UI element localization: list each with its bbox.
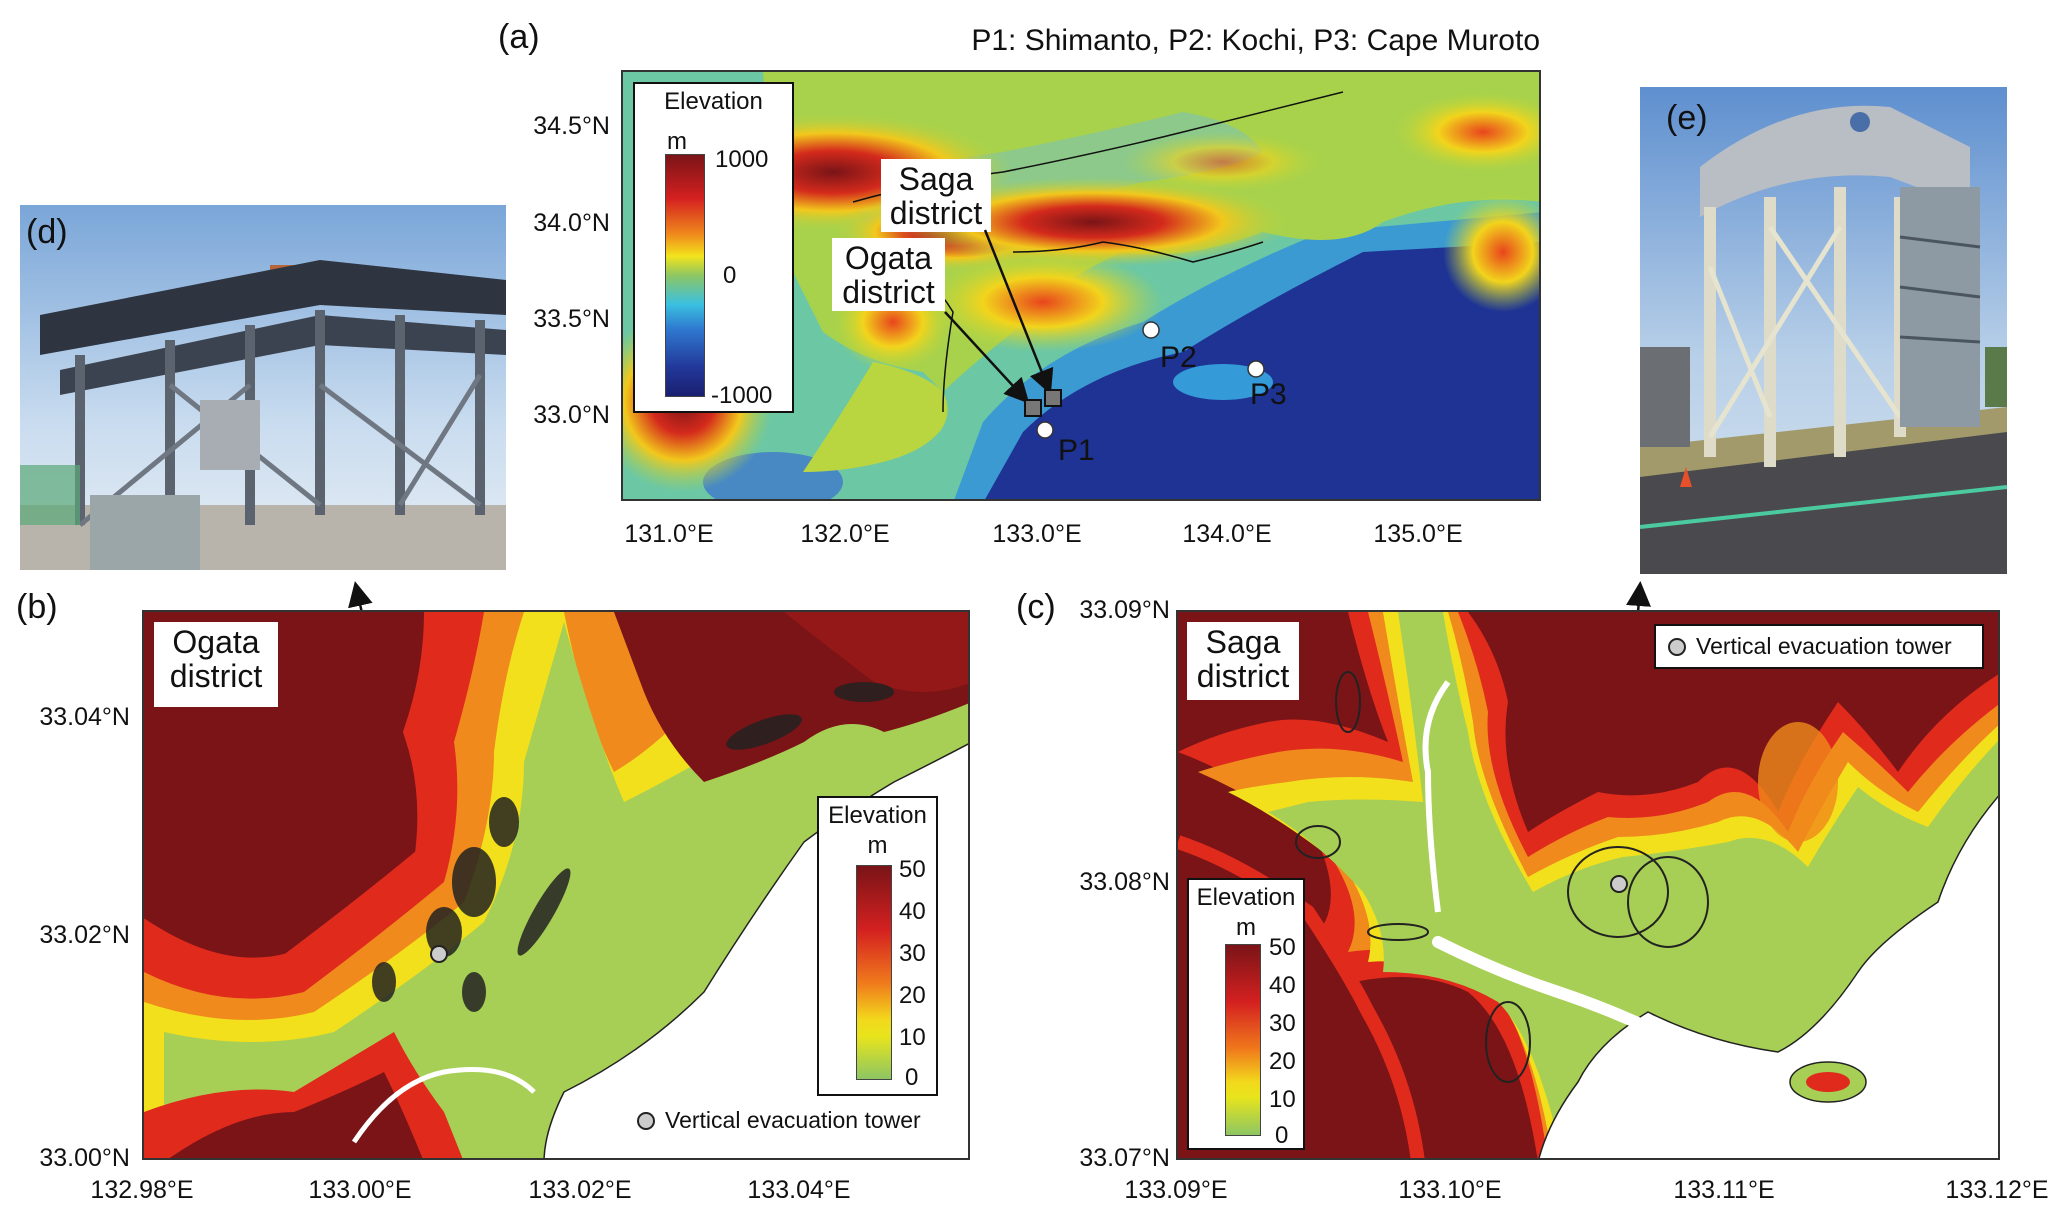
colorbar-tick: 40: [899, 898, 926, 925]
lon-tick: 133.12°E: [1945, 1176, 2049, 1204]
lat-tick: 33.0°N: [533, 401, 610, 429]
colorbar-tick: 40: [1269, 972, 1296, 999]
evacuation-tower-marker: [1610, 875, 1628, 893]
ogata-marker: [1024, 399, 1042, 417]
tower-legend: Vertical evacuation tower: [1654, 624, 1984, 669]
p1-label: P1: [1058, 434, 1095, 467]
legend-unit: m: [867, 832, 888, 859]
panel-c-label: (c): [1016, 588, 1056, 626]
colorbar-tick: 0: [905, 1064, 919, 1091]
colorbar-tick: 20: [1269, 1048, 1296, 1075]
ogata-district-label: Ogata district: [832, 238, 945, 311]
lon-tick: 133.10°E: [1398, 1176, 1502, 1204]
lon-tick: 133.00°E: [308, 1176, 412, 1204]
lon-tick: 133.11°E: [1673, 1176, 1775, 1204]
lat-tick: 33.5°N: [533, 305, 610, 333]
point-p1: [1036, 421, 1054, 439]
colorbar-tick: 10: [899, 1024, 926, 1051]
elevation-colorbar: [665, 154, 705, 397]
elevation-map: [1178, 612, 1998, 1158]
panel-b-label: (b): [16, 588, 58, 626]
colorbar-mid: 0: [723, 262, 737, 289]
lon-tick: 133.02°E: [528, 1176, 632, 1204]
tower-photo-illustration: [1640, 105, 2007, 574]
legend-title: Elevation: [664, 88, 763, 115]
elevation-legend: Elevation m 50 40 30 20 10 0: [1187, 878, 1305, 1150]
photo-ogata-tower: (d): [20, 205, 506, 570]
lon-tick: 132.0°E: [800, 520, 890, 548]
label-line: Saga: [898, 161, 974, 197]
map-ogata-district: Ogata district Elevation m 50 40 30 20 1…: [142, 610, 970, 1160]
colorbar-max: 1000: [715, 146, 769, 173]
elevation-colorbar: [856, 865, 892, 1080]
tower-legend-text: Vertical evacuation tower: [1696, 633, 1952, 659]
panel-a-label: (a): [498, 18, 540, 56]
point-p2: [1142, 321, 1160, 339]
lon-tick: 131.0°E: [624, 520, 714, 548]
saga-district-label: Saga district: [881, 159, 991, 232]
lat-tick: 33.02°N: [39, 921, 130, 949]
lat-tick: 34.0°N: [533, 209, 610, 237]
photo-saga-tower: (e): [1640, 87, 2007, 574]
label-line: district: [1196, 657, 1290, 694]
tower-legend: Vertical evacuation tower: [637, 1107, 921, 1134]
evacuation-tower-marker: [430, 945, 448, 963]
colorbar-tick: 30: [899, 940, 926, 967]
label-line: Saga: [1205, 624, 1281, 660]
p3-label: P3: [1250, 378, 1287, 411]
elevation-legend: Elevation m 1000 0 -1000: [633, 82, 794, 413]
lon-tick: 133.0°E: [992, 520, 1082, 548]
tower-legend-marker: [1668, 637, 1686, 656]
colorbar-tick: 20: [899, 982, 926, 1009]
lon-tick: 135.0°E: [1373, 520, 1463, 548]
map-saga-district: Saga district Vertical evacuation tower …: [1176, 610, 2000, 1160]
lat-tick: 33.08°N: [1079, 868, 1170, 896]
tower-photo-illustration: [20, 260, 506, 570]
legend-unit: m: [667, 128, 687, 155]
label-line: Ogata: [172, 624, 260, 660]
ogata-district-title: Ogata district: [154, 622, 278, 707]
legend-title: Elevation: [1196, 884, 1296, 911]
elevation-legend: Elevation m 50 40 30 20 10 0: [817, 796, 938, 1096]
lat-tick: 33.09°N: [1079, 596, 1170, 624]
legend-title: Elevation: [828, 802, 927, 829]
colorbar-tick: 50: [1269, 934, 1296, 961]
lon-tick: 133.04°E: [747, 1176, 851, 1204]
lon-tick: 132.98°E: [90, 1176, 194, 1204]
label-line: district: [169, 657, 263, 694]
colorbar-tick: 0: [1275, 1122, 1289, 1149]
lat-tick: 34.5°N: [533, 112, 610, 140]
saga-marker: [1044, 389, 1062, 407]
label-line: Ogata: [844, 240, 933, 276]
ogata-arrow: [944, 311, 1030, 404]
tower-legend-marker: [637, 1111, 655, 1130]
label-line: district: [842, 273, 935, 310]
saga-arrow: [983, 229, 1054, 395]
lat-tick: 33.07°N: [1079, 1144, 1170, 1172]
colorbar-min: -1000: [711, 382, 773, 409]
colorbar-tick: 50: [899, 856, 926, 883]
saga-district-title: Saga district: [1187, 622, 1299, 700]
panel-d-label: (d): [26, 213, 68, 251]
panel-a-title: P1: Shimanto, P2: Kochi, P3: Cape Muroto: [971, 24, 1540, 57]
lat-tick: 33.04°N: [39, 703, 130, 731]
colorbar-tick: 10: [1269, 1086, 1296, 1113]
colorbar-tick: 30: [1269, 1010, 1296, 1037]
lon-tick: 134.0°E: [1182, 520, 1272, 548]
p2-label: P2: [1160, 341, 1197, 374]
tower-legend-text: Vertical evacuation tower: [665, 1107, 921, 1133]
legend-unit: m: [1236, 914, 1256, 941]
panel-e-label: (e): [1666, 99, 1708, 137]
label-line: district: [889, 194, 983, 231]
lat-tick: 33.00°N: [39, 1144, 130, 1172]
elevation-colorbar: [1225, 944, 1261, 1136]
point-p3: [1247, 360, 1265, 378]
lon-tick: 133.09°E: [1124, 1176, 1228, 1204]
